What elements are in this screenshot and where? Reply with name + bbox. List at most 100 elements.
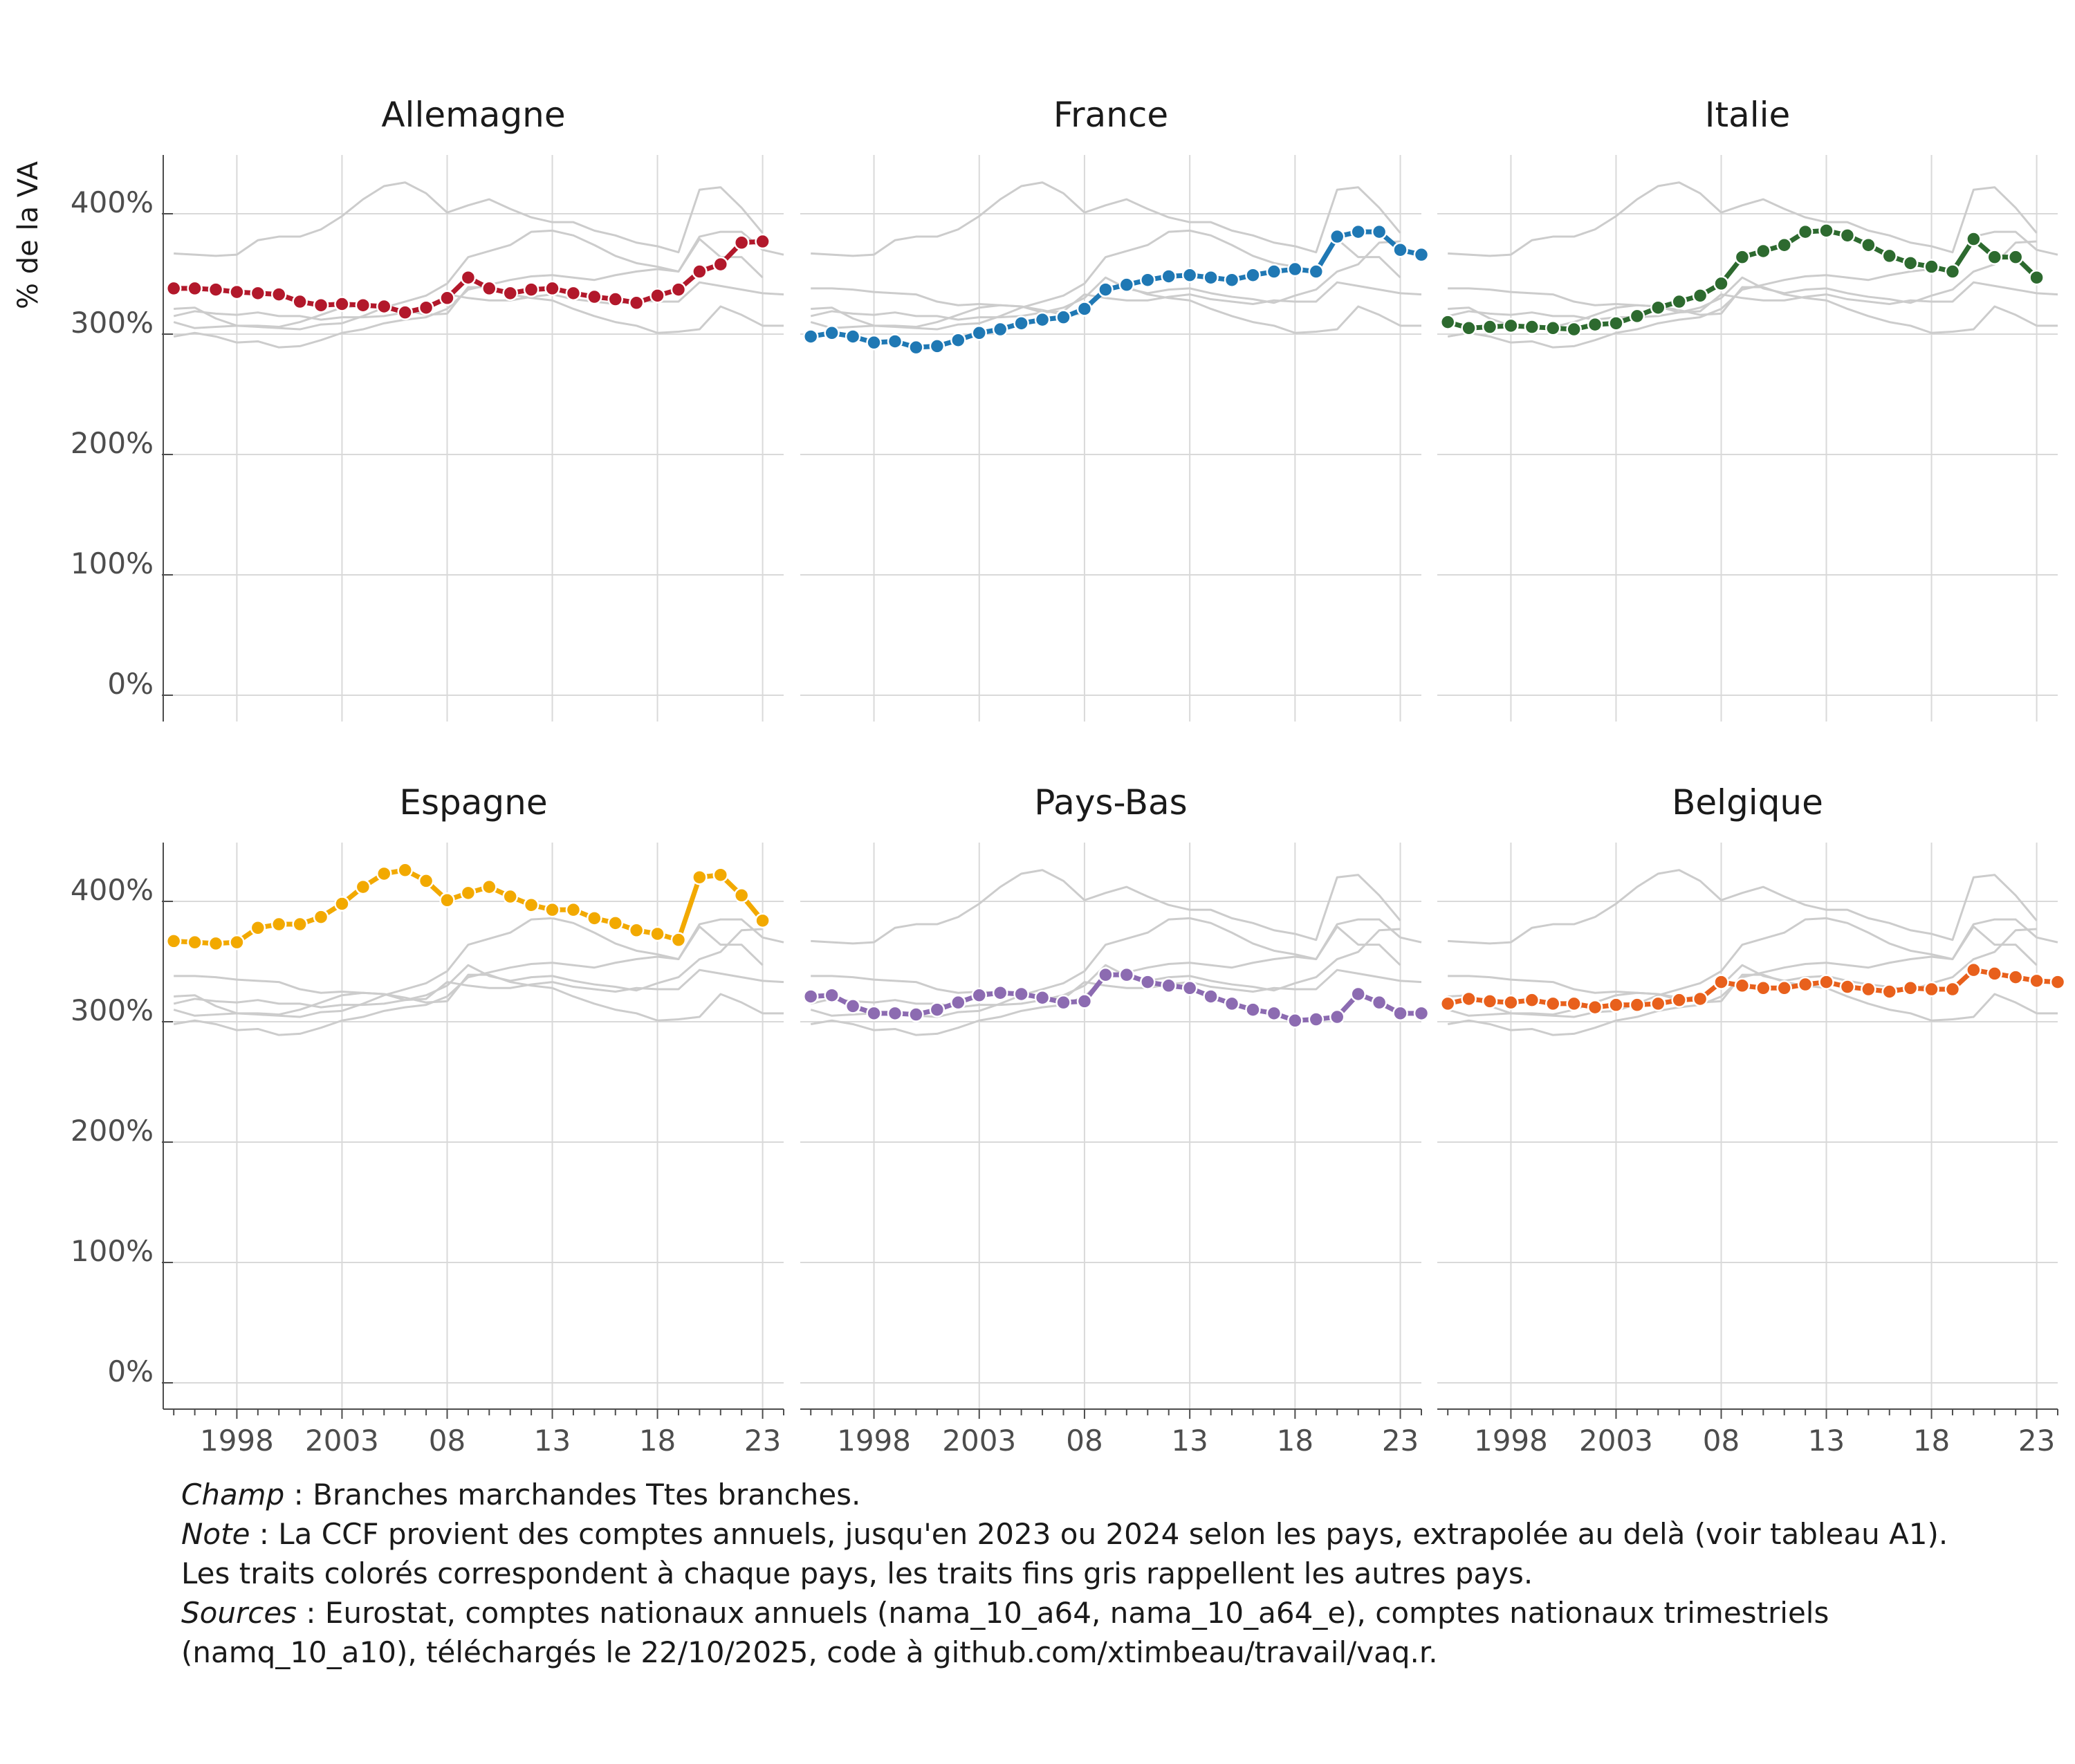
series-point: [334, 296, 350, 312]
series-point: [1055, 309, 1071, 325]
background-series-line: [173, 968, 784, 1009]
series-point: [1797, 223, 1814, 240]
series-point: [908, 1007, 924, 1022]
panel-allemagne: Allemagne 0% 100% 200% 300% 400%: [71, 95, 784, 722]
background-series-line: [810, 229, 1401, 331]
series-point: [1776, 980, 1792, 996]
series-point: [1203, 269, 1219, 286]
series-point: [1650, 995, 1666, 1012]
series-point: [692, 264, 708, 279]
series-point: [565, 285, 582, 302]
series-point: [1308, 264, 1325, 279]
background-series-line: [173, 229, 764, 331]
series-point: [1881, 248, 1897, 264]
background-series-line: [1448, 181, 2038, 257]
series-point: [1118, 277, 1135, 293]
series-point: [587, 910, 602, 926]
background-series-line: [811, 869, 1401, 945]
series-point: [1671, 293, 1687, 310]
y-tick-label: 200%: [71, 1114, 154, 1148]
series-point: [1203, 989, 1219, 1004]
panel-title: France: [1053, 95, 1168, 135]
series-point: [670, 282, 687, 297]
series-point: [1392, 241, 1408, 258]
series-point: [1392, 1005, 1408, 1022]
note-note-label: Note: [181, 1517, 250, 1551]
series-point: [418, 300, 434, 315]
series-point: [1371, 994, 1387, 1011]
series-point: [755, 912, 771, 929]
y-tick-label: 0%: [107, 1354, 154, 1388]
series-point: [649, 288, 665, 304]
series-point: [1245, 267, 1261, 283]
faceted-line-chart: % de la VA Allemagne 0% 100% 200% 300% 400% Fra…: [12, 95, 2066, 1458]
series-point: [250, 920, 266, 936]
series-point: [1098, 282, 1114, 297]
chart-notes: Champ : Branches marchandes Ttes branche…: [181, 1475, 2049, 1672]
series-point: [649, 926, 665, 942]
series-point: [1013, 986, 1029, 1002]
series-point: [460, 885, 477, 901]
series-point: [824, 325, 840, 341]
x-tick-label: 08: [429, 1424, 465, 1458]
background-series-line: [174, 928, 763, 1002]
background-series-line: [811, 928, 1401, 1002]
series-point: [1461, 991, 1477, 1007]
series-point: [1566, 995, 1582, 1012]
series-point: [1797, 976, 1814, 993]
background-series-line: [174, 181, 764, 257]
series-point: [1098, 966, 1114, 983]
series-point: [376, 865, 392, 882]
series-point: [1881, 984, 1897, 1000]
series-point: [1034, 989, 1051, 1006]
series-point: [376, 298, 392, 315]
series-point: [229, 934, 245, 950]
series-point: [824, 987, 840, 1003]
series-point: [1839, 228, 1856, 244]
panel-title: Pays-Bas: [1034, 782, 1187, 823]
series-point: [250, 285, 266, 302]
series-point: [460, 269, 477, 286]
series-point: [334, 896, 350, 912]
series-point: [1118, 966, 1135, 983]
note-sources-line2: (namq_10_a10), téléchargés le 22/10/2025…: [181, 1635, 1438, 1669]
x-tick-label: 13: [1171, 1424, 1208, 1458]
series-point: [1608, 997, 1624, 1013]
series-point: [1329, 1009, 1345, 1025]
series-point: [1692, 288, 1708, 304]
background-series-line: [1448, 973, 2058, 1022]
y-tick-label: 400%: [71, 873, 154, 907]
series-point: [1734, 977, 1751, 994]
series-point: [712, 867, 729, 883]
series-point: [845, 998, 861, 1014]
series-line: [1445, 228, 2040, 332]
series-point: [971, 325, 987, 341]
series-point: [523, 897, 540, 913]
series-point: [313, 909, 329, 925]
background-series-line: [1448, 240, 2037, 314]
panel-espagne: Espagne 0% 100% 200% 300% 400% 1998 2003 08 13 18 2…: [71, 782, 784, 1458]
series-point: [1966, 231, 1982, 247]
series-point: [1308, 1011, 1325, 1027]
note-sources-label: Sources: [181, 1596, 297, 1630]
note-note: Note : La CCF provient des comptes annue…: [181, 1514, 2049, 1554]
series-point: [733, 235, 750, 251]
series-point: [1350, 223, 1366, 240]
series-point: [1629, 997, 1645, 1013]
series-point: [1524, 319, 1540, 335]
series-point: [692, 869, 708, 885]
series-point: [1755, 980, 1771, 996]
series-point: [887, 333, 903, 349]
series-point: [165, 933, 182, 949]
y-tick-label: 400%: [71, 185, 154, 219]
panel-france: France: [800, 95, 1430, 722]
series-point: [1161, 268, 1177, 284]
series-point: [439, 892, 455, 908]
x-tick-label: 18: [1277, 1424, 1313, 1458]
series-point: [2007, 249, 2024, 265]
series-point: [866, 1005, 882, 1022]
series-point: [628, 295, 645, 311]
series-point: [1986, 966, 2003, 982]
series-point: [1776, 237, 1792, 253]
series-point: [1266, 1005, 1282, 1022]
